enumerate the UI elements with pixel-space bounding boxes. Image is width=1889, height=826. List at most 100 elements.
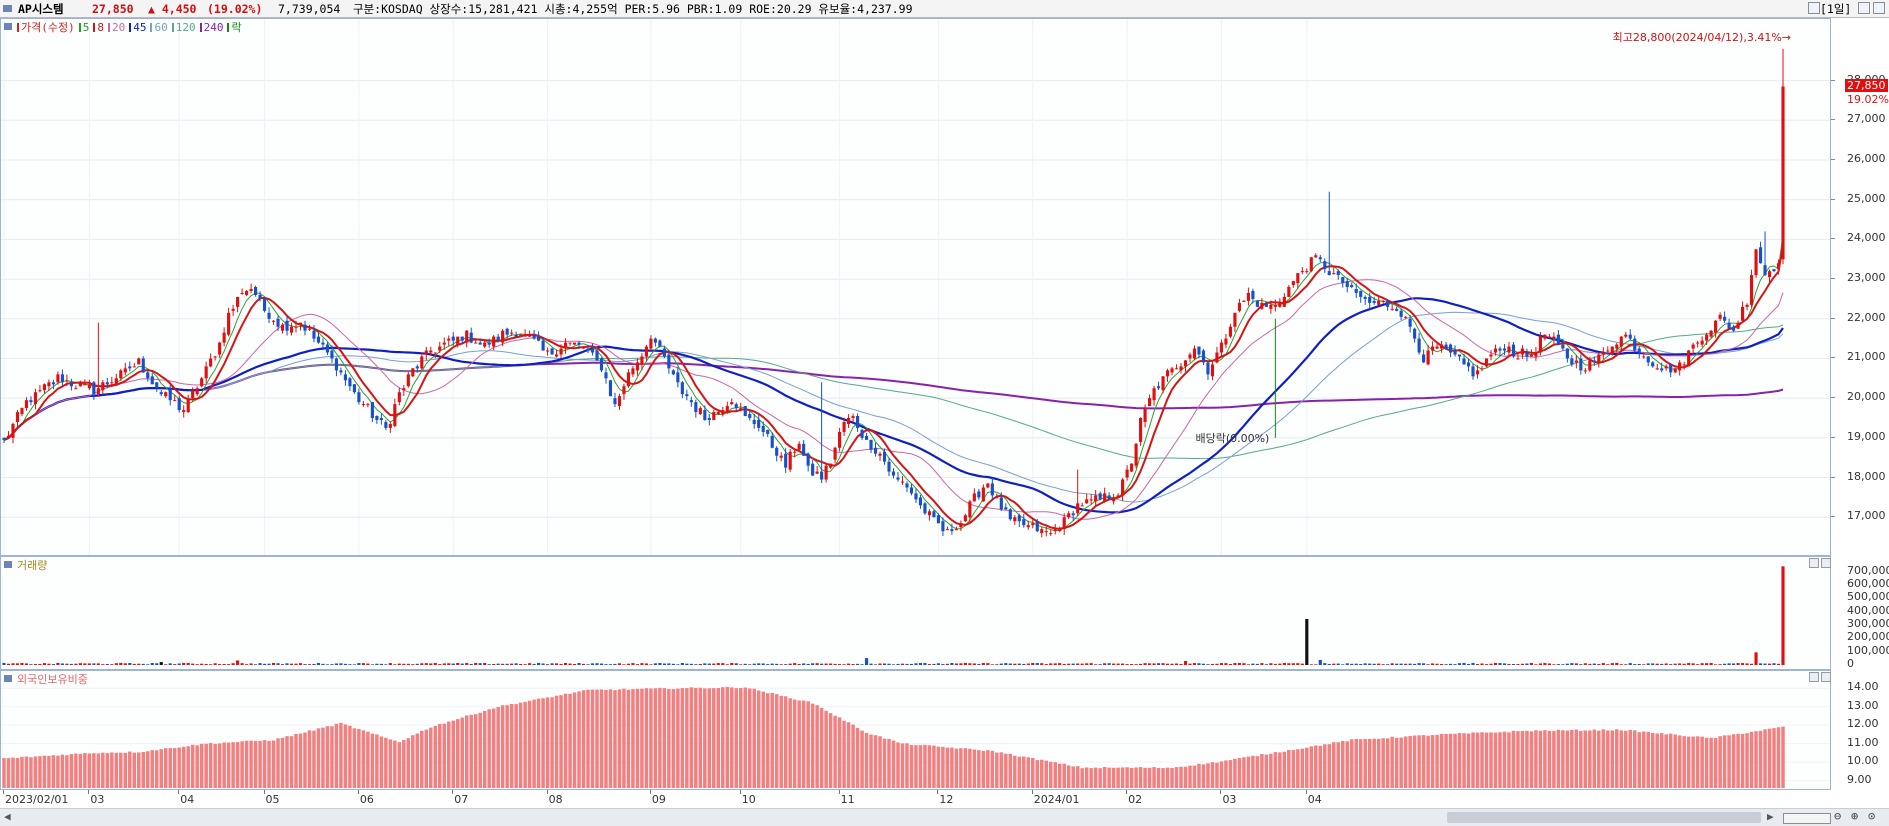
foreign-bar [1363, 738, 1367, 788]
foreign-bar [990, 750, 995, 788]
volume-bar [1583, 663, 1587, 665]
legend-item[interactable]: 45 [129, 21, 148, 34]
scroll-thumb[interactable] [1447, 812, 1761, 823]
legend-item[interactable]: 20 [107, 21, 127, 34]
candle-body [514, 334, 518, 337]
volume-bar [1013, 663, 1017, 665]
volume-bar [204, 663, 208, 665]
volume-bar [676, 664, 680, 665]
foreign-bar [101, 752, 105, 788]
volume-bar [276, 663, 280, 665]
volume-tick-label: 400,000 [1847, 603, 1889, 617]
foreign-bar [518, 702, 523, 788]
legend-item[interactable]: 240 [199, 21, 226, 34]
volume-bar [959, 663, 963, 665]
legend-item[interactable]: 5 [78, 21, 92, 34]
close-icon[interactable] [1873, 2, 1885, 14]
candle-body [793, 451, 797, 453]
candle-body [285, 320, 289, 331]
legend-item[interactable]: 락 [227, 21, 243, 34]
volume-bar [1776, 663, 1781, 665]
volume-bar [671, 663, 675, 665]
foreign-bar [1538, 730, 1543, 788]
volume-bar [1691, 663, 1695, 665]
volume-bar [1156, 663, 1161, 665]
panel-toggle-icon[interactable] [1809, 672, 1819, 682]
panel-close-icon[interactable] [1821, 558, 1831, 568]
volume-bar [1264, 664, 1268, 665]
panel-toggle-icon[interactable] [1809, 558, 1819, 568]
candle-body [1696, 342, 1700, 344]
foreign-bar [222, 742, 226, 788]
price-tick-label: 25,000 [1847, 191, 1886, 205]
candle-body [685, 394, 689, 397]
candle-body [887, 461, 891, 472]
foreign-bar [110, 752, 114, 788]
foreign-bar [1480, 732, 1484, 788]
foreign-bar [959, 748, 963, 788]
candle-body [1013, 517, 1017, 522]
candle-body [487, 342, 491, 345]
candle-body [442, 342, 446, 345]
candle-body [838, 431, 842, 448]
volume-bar [662, 663, 666, 665]
volume-bar [680, 662, 684, 665]
panel-close-icon[interactable] [1821, 672, 1831, 682]
candle-body [649, 338, 653, 349]
candle-body [1381, 300, 1385, 302]
date-tick-mark [178, 790, 180, 794]
zoom-out-icon[interactable]: ⊖ [1834, 809, 1842, 823]
candle-body [119, 370, 123, 379]
volume-bar [1287, 663, 1291, 665]
volume-bar [483, 662, 487, 665]
foreign-bar [1314, 745, 1318, 788]
legend-item[interactable]: 120 [171, 21, 198, 34]
scroll-right-icon[interactable]: ▶ [1767, 810, 1774, 823]
volume-bar [950, 663, 954, 665]
foreign-bar [1749, 731, 1754, 788]
volume-bar [1026, 663, 1030, 665]
candle-body [528, 334, 532, 337]
volume-bar [1444, 664, 1448, 665]
candle-body [1067, 513, 1071, 518]
legend-item[interactable]: 8 [93, 21, 106, 34]
volume-bar [1228, 663, 1233, 665]
candle-body [1453, 350, 1457, 355]
volume-bar [65, 663, 69, 665]
minimize-icon[interactable] [1858, 2, 1870, 14]
foreign-bar [1044, 760, 1048, 788]
period-selector[interactable]: [1일] [1820, 2, 1852, 16]
candle-body [164, 392, 168, 397]
foreign-bar [774, 694, 779, 788]
volume-bar [1174, 663, 1179, 665]
candle-body [1098, 493, 1102, 500]
legend-item[interactable]: 가격(수정) [17, 21, 77, 34]
volume-bar [177, 663, 181, 665]
foreign-bar [267, 740, 271, 788]
chart-scrollbar[interactable]: ◀ ▶ ⊖ ⊕ ⊙ [0, 808, 1889, 826]
candle-body [316, 336, 321, 343]
foreign-bar [1134, 767, 1138, 788]
zoom-slider[interactable] [1783, 813, 1831, 824]
candle-body [1404, 316, 1408, 318]
foreign-bar [792, 699, 797, 788]
foreign-bar [1502, 731, 1507, 788]
zoom-in-icon[interactable]: ⊕ [1851, 809, 1859, 823]
price-tick-label: 17,000 [1847, 509, 1886, 523]
candle-body [325, 344, 330, 353]
volume-bar [1004, 663, 1008, 665]
candle-body [339, 370, 343, 373]
volume-bar [1147, 663, 1152, 665]
legend-item[interactable]: 60 [150, 21, 169, 34]
foreign-bar [1574, 729, 1579, 788]
foreign-bar [770, 692, 774, 788]
candle-body [307, 328, 312, 330]
volume-bar [550, 663, 554, 665]
panel-toggle-icon[interactable] [1808, 2, 1820, 14]
candle-body [204, 366, 208, 379]
foreign-bar [968, 748, 972, 788]
volume-bar [1732, 663, 1736, 665]
volume-bar [1687, 663, 1691, 665]
scroll-left-icon[interactable]: ◀ [4, 810, 11, 823]
zoom-reset-icon[interactable]: ⊙ [1868, 809, 1876, 823]
